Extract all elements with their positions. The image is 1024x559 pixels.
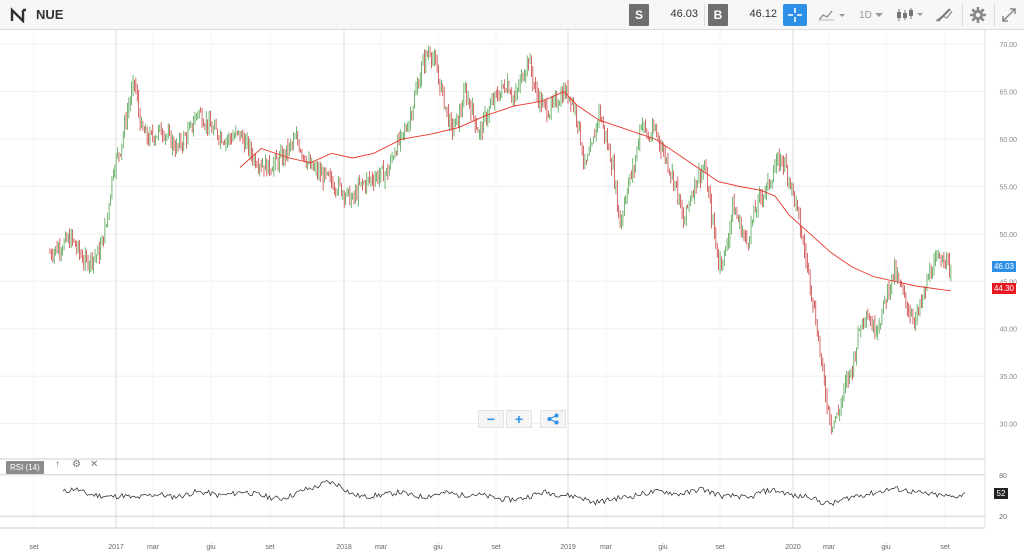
zoom-in-button[interactable]: +	[506, 410, 532, 428]
y-tick-label: 70.00	[999, 42, 1017, 49]
y-tick-label: 65.00	[999, 90, 1017, 97]
x-tick-label: 2018	[336, 544, 352, 551]
gear-icon	[970, 7, 986, 23]
x-tick-label: set	[491, 544, 500, 551]
timeframe-dropdown[interactable]: 1D	[857, 4, 885, 26]
candlestick-button[interactable]	[894, 4, 926, 26]
x-tick-label: set	[29, 544, 38, 551]
ticker-symbol[interactable]: NUE	[36, 7, 64, 22]
sell-price[interactable]: 46.03	[670, 8, 698, 20]
moving-average-line	[239, 91, 951, 292]
price-chart[interactable]: 70.00 65.00 60.00 55.00 50.00 45.00 40.00 35.00…	[0, 30, 1024, 559]
gear-icon[interactable]: ⚙	[72, 459, 81, 470]
x-tick-label: mar	[600, 544, 613, 551]
settings-button[interactable]	[966, 4, 990, 26]
zoom-out-button[interactable]: −	[478, 410, 504, 428]
rsi-level-label: 80	[999, 473, 1007, 480]
share-button[interactable]	[540, 410, 566, 428]
ma-price-tag: 44.30	[992, 283, 1016, 294]
rsi-level-label: 20	[999, 514, 1007, 521]
y-tick-label: 50.00	[999, 232, 1017, 239]
y-tick-label: 40.00	[999, 327, 1017, 334]
divider	[994, 4, 995, 26]
share-icon	[547, 413, 559, 425]
crosshair-button[interactable]	[783, 4, 807, 26]
buy-price[interactable]: 46.12	[749, 8, 777, 20]
x-tick-label: giu	[206, 544, 215, 551]
x-tick-label: set	[715, 544, 724, 551]
divider	[704, 4, 705, 26]
x-tick-label: mar	[823, 544, 836, 551]
divider	[962, 4, 963, 26]
chart-type-icon	[818, 10, 845, 21]
y-tick-label: 30.00	[999, 422, 1017, 429]
y-tick-label: 35.00	[999, 374, 1017, 381]
fullscreen-icon	[1002, 8, 1016, 22]
x-tick-label: set	[940, 544, 949, 551]
x-tick-label: mar	[147, 544, 160, 551]
draw-button[interactable]	[932, 4, 956, 26]
logo-icon	[10, 7, 28, 23]
x-tick-label: 2017	[108, 544, 124, 551]
y-tick-label: 55.00	[999, 184, 1017, 191]
chevron-down-icon	[874, 13, 883, 17]
x-tick-label: giu	[881, 544, 890, 551]
x-tick-label: 2020	[785, 544, 801, 551]
close-icon[interactable]: ✕	[90, 459, 99, 470]
draw-icon	[935, 8, 953, 22]
timeframe-label: 1D	[859, 9, 872, 21]
y-tick-label: 60.00	[999, 137, 1017, 144]
y-tick-label: 45.00	[999, 279, 1017, 286]
rsi-line	[62, 479, 966, 506]
sell-button[interactable]: S	[629, 4, 649, 26]
x-tick-label: mar	[375, 544, 388, 551]
arrow-up-icon[interactable]: ↑	[55, 459, 60, 470]
top-toolbar: NUE S 46.03 B 46.12 1D	[0, 0, 1024, 30]
last-price-tag: 46.03	[992, 261, 1016, 272]
fullscreen-button[interactable]	[998, 4, 1020, 26]
rsi-value-tag: 52	[994, 488, 1008, 499]
buy-button[interactable]: B	[708, 4, 728, 26]
x-tick-label: set	[265, 544, 274, 551]
candlestick-icon	[897, 8, 923, 21]
rsi-indicator-label[interactable]: RSI (14)	[6, 461, 44, 474]
x-tick-label: giu	[658, 544, 667, 551]
x-tick-label: 2019	[560, 544, 576, 551]
crosshair-icon	[788, 8, 802, 22]
x-tick-label: giu	[433, 544, 442, 551]
chart-type-button[interactable]	[816, 4, 848, 26]
